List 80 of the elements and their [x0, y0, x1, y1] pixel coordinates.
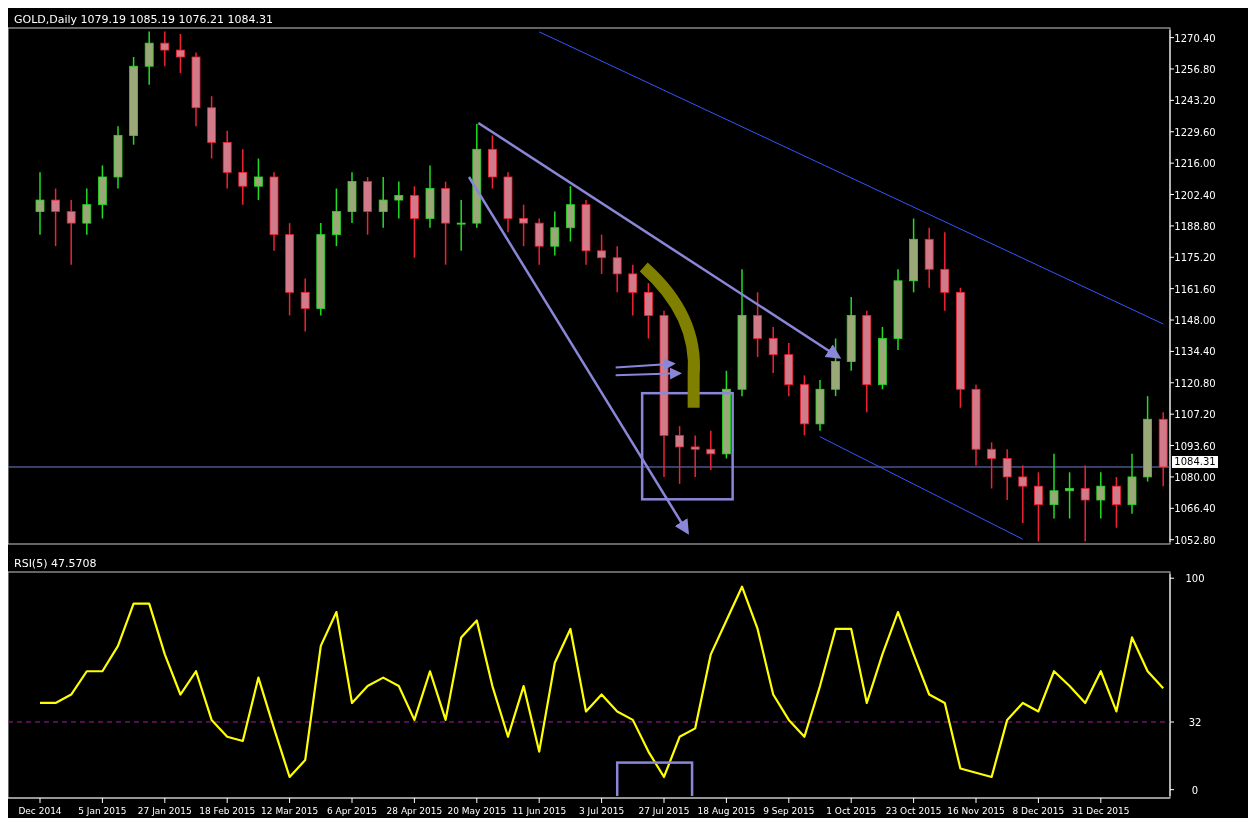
candlestick: [550, 210, 560, 257]
candlestick: [1049, 453, 1059, 520]
x-tick-label: 27 Jan 2015: [137, 806, 192, 816]
candlestick: [35, 171, 45, 236]
ref-line-label: 1084.31: [1174, 456, 1216, 468]
y-tick-label: 1256.80: [1174, 63, 1216, 75]
candlestick: [644, 282, 653, 340]
candlestick: [394, 180, 404, 220]
x-tick-label: Dec 2014: [18, 806, 62, 816]
y-tick-label: 1243.20: [1174, 95, 1216, 107]
candlestick: [566, 185, 575, 243]
candlestick: [519, 203, 528, 247]
y-tick-label: 1188.80: [1174, 220, 1216, 232]
candlestick: [1034, 471, 1043, 542]
x-tick-label: 27 Jul 2015: [638, 806, 690, 816]
x-tick-label: 8 Dec 2015: [1012, 806, 1065, 816]
y-tick-label: 1052.80: [1174, 534, 1216, 546]
y-tick-label: 1093.60: [1174, 440, 1216, 452]
candlestick: [176, 33, 185, 74]
candlestick: [51, 187, 60, 247]
x-tick-label: 6 Apr 2015: [327, 806, 377, 816]
x-tick-label: 5 Jan 2015: [78, 806, 127, 816]
candlestick: [456, 199, 466, 252]
x-tick-label: 18 Feb 2015: [199, 806, 256, 816]
candlestick: [987, 441, 996, 490]
x-tick-label: 16 Nov 2015: [947, 806, 1005, 816]
candlestick: [254, 157, 263, 201]
candlestick: [410, 185, 419, 259]
candlestick: [1096, 471, 1106, 520]
candlestick: [940, 231, 950, 312]
y-tick-label: 1270.40: [1174, 32, 1216, 44]
y-tick-label: 1161.60: [1174, 283, 1216, 295]
candlestick: [706, 430, 716, 471]
y-tick-label: 1148.00: [1174, 315, 1216, 327]
y-tick-label: 1216.00: [1174, 158, 1216, 170]
y-tick-label: 32: [1188, 717, 1202, 728]
candlestick: [1112, 476, 1121, 529]
x-tick-label: 1 Oct 2015: [826, 806, 877, 816]
y-tick-label: 0: [1191, 784, 1199, 796]
candlestick: [690, 434, 700, 478]
candlestick: [144, 30, 154, 86]
candlestick: [1018, 464, 1028, 524]
candlestick: [66, 199, 76, 266]
candlestick: [1002, 448, 1012, 501]
x-tick-label: 18 Aug 2015: [697, 806, 756, 816]
y-tick-label: 1080.00: [1174, 471, 1216, 483]
candlestick: [675, 425, 684, 485]
candlestick: [82, 187, 92, 236]
candlestick: [612, 245, 622, 294]
x-tick-label: 23 Oct 2015: [885, 806, 942, 816]
candlestick: [378, 176, 388, 229]
x-tick-label: 20 May 2015: [447, 806, 507, 816]
candlestick: [628, 263, 638, 317]
y-tick-label: 1066.40: [1174, 503, 1216, 515]
candlestick: [753, 291, 762, 358]
candlestick: [534, 217, 544, 266]
y-tick-label: 1134.40: [1174, 346, 1216, 358]
candlestick: [160, 30, 170, 67]
x-tick-label: 9 Sep 2015: [763, 806, 815, 816]
y-tick-label: 1107.20: [1174, 409, 1216, 421]
candlestick: [238, 148, 248, 206]
x-tick-label: 12 Mar 2015: [261, 806, 319, 816]
line-series: [38, 585, 1165, 779]
candlestick: [597, 233, 606, 275]
chart-title: GOLD,Daily 1079.19 1085.19 1076.21 1084.31: [14, 13, 274, 26]
x-tick-label: 28 Apr 2015: [386, 806, 443, 816]
candlestick: [300, 277, 310, 333]
candlestick: [1080, 464, 1090, 542]
candlestick: [1065, 471, 1074, 520]
x-tick-label: 11 Jun 2015: [512, 806, 567, 816]
candlestick: [332, 187, 341, 247]
x-tick-label: 31 Dec 2015: [1072, 806, 1130, 816]
x-tick-label: 3 Jul 2015: [578, 806, 625, 816]
y-tick-label: 1175.20: [1174, 252, 1216, 264]
candlestick: [768, 326, 778, 374]
y-tick-label: 1229.60: [1174, 126, 1216, 138]
y-tick-label: 1202.40: [1174, 189, 1216, 201]
chart-title: RSI(5) 47.5708: [14, 557, 97, 570]
y-tick-label: 1120.80: [1174, 377, 1216, 389]
y-tick-label: 100: [1185, 573, 1205, 585]
